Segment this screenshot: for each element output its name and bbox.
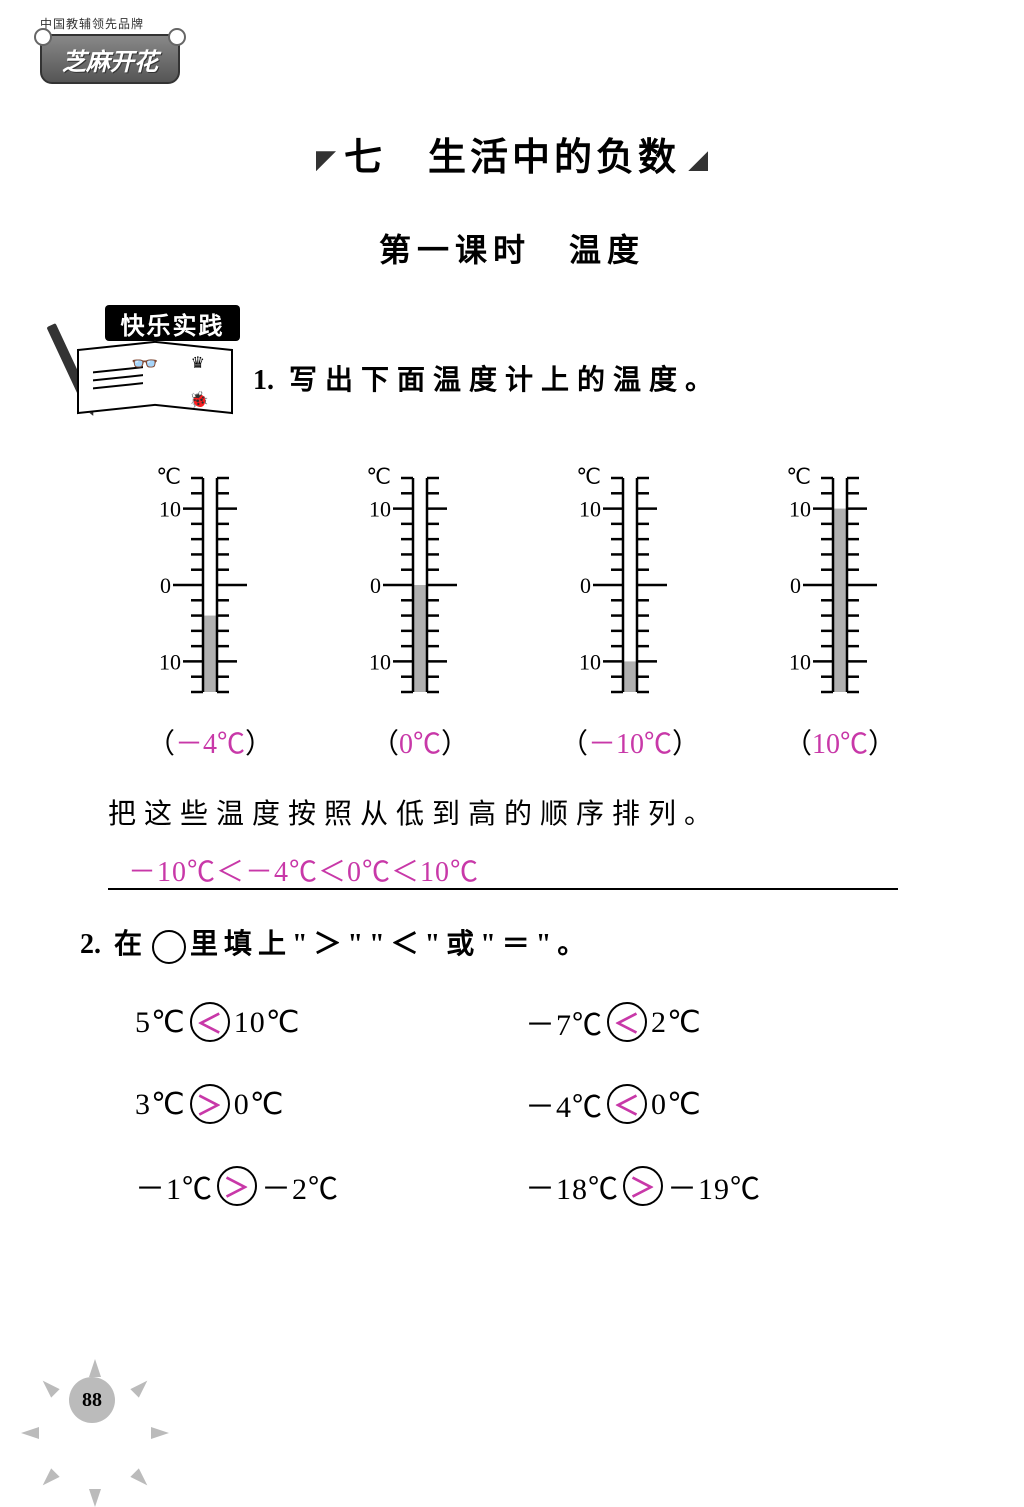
glasses-icon: 👓 [131,351,158,377]
svg-text:10: 10 [369,497,391,522]
thermometer-svg: ℃ 10 0 10 [765,460,915,710]
comparison-item: －18℃＞－19℃ [525,1164,915,1208]
svg-text:10: 10 [159,649,181,674]
svg-text:0: 0 [370,573,381,598]
sun-ray-icon [151,1427,169,1439]
brand-logo: 中国教辅领先品牌 芝麻开花 [40,15,180,84]
comp-right: －2℃ [261,1164,339,1208]
question-1-text: 1. 写出下面温度计上的温度。 [253,358,721,398]
sun-ray-icon [38,1468,59,1489]
comparison-row: 5℃＜10℃－7℃＜2℃ [135,1000,915,1044]
thermometer-answer: （0℃） [371,722,469,762]
thermometer-row: ℃ 10 0 10 （－4℃） ℃ 10 0 10 （0℃） ℃ 10 0 10 （－10℃） ℃ 10 0 10 （… [110,460,940,762]
comp-operator: ＞ [190,1084,230,1124]
thermometer: ℃ 10 0 10 （－4℃） [110,460,310,762]
comp-left: 5℃ [135,1005,186,1040]
comp-left: 3℃ [135,1087,186,1122]
logo-flower-icon [34,28,52,46]
logo-flower-icon [168,28,186,46]
comp-right: －19℃ [667,1164,761,1208]
thermometer: ℃ 10 0 10 （－10℃） [530,460,730,762]
logo-text: 芝麻开花 [62,42,158,77]
comp-left: －1℃ [135,1164,213,1208]
answer-underline [108,888,898,890]
section-badge: 快乐实践 👓 ♛ 🐞 [75,305,250,425]
comparison-item: －4℃＜0℃ [525,1082,915,1126]
thermometer-answer: （－4℃） [147,722,273,762]
comparison-grid: 5℃＜10℃－7℃＜2℃3℃＞0℃－4℃＜0℃－1℃＞－2℃－18℃＞－19℃ [135,1000,915,1246]
comp-left: －7℃ [525,1000,603,1044]
comp-operator: ＜ [607,1084,647,1124]
svg-text:℃: ℃ [786,464,811,489]
sun-ray-icon [130,1376,151,1397]
section-banner: 快乐实践 [105,305,240,341]
comp-operator: ＞ [217,1166,257,1206]
q1-sort-instruction: 把这些温度按照从低到高的顺序排列。 [108,792,720,832]
comp-left: －18℃ [525,1164,619,1208]
lesson-title: 第一课时 温度 [0,225,1024,271]
svg-text:10: 10 [579,649,601,674]
book-icon: 👓 ♛ 🐞 [75,339,235,414]
sun-ray-icon [21,1427,39,1439]
q2-prefix: 在 [114,929,148,960]
question-2-text: 2. 在 里填上"＞""＜"或"＝"。 [80,922,591,964]
q1-prompt: 写出下面温度计上的温度。 [289,365,721,396]
svg-text:10: 10 [369,649,391,674]
blank-circle-icon [152,930,186,964]
sun-ray-icon [130,1468,151,1489]
q1-number: 1. [253,365,274,396]
sun-ray-icon [89,1489,101,1507]
thermometer: ℃ 10 0 10 （10℃） [740,460,940,762]
logo-badge: 芝麻开花 [40,34,180,84]
svg-text:℃: ℃ [576,464,601,489]
sun-ray-icon [89,1359,101,1377]
svg-text:10: 10 [579,497,601,522]
comp-left: －4℃ [525,1082,603,1126]
svg-text:℃: ℃ [366,464,391,489]
svg-text:10: 10 [789,649,811,674]
page-number: 88 [69,1377,115,1423]
svg-text:℃: ℃ [156,464,181,489]
comp-right: 10℃ [234,1005,301,1040]
q2-number: 2. [80,929,101,960]
comp-right: 0℃ [651,1087,702,1122]
comp-right: 0℃ [234,1087,285,1122]
thermometer-answer: （10℃） [784,722,896,762]
thermometer-svg: ℃ 10 0 10 [135,460,285,710]
page-number-badge: 88 [55,1363,130,1438]
logo-subtitle: 中国教辅领先品牌 [40,15,180,32]
comp-operator: ＜ [190,1002,230,1042]
svg-text:0: 0 [580,573,591,598]
comp-operator: ＜ [607,1002,647,1042]
comparison-item: 5℃＜10℃ [135,1000,525,1044]
comparison-item: 3℃＞0℃ [135,1082,525,1126]
svg-text:10: 10 [789,497,811,522]
svg-text:0: 0 [160,573,171,598]
comp-operator: ＞ [623,1166,663,1206]
thermometer-answer: （－10℃） [560,722,700,762]
bug-icon: 🐞 [189,390,209,410]
crown-icon: ♛ [191,353,205,373]
q1-sort-answer: －10℃＜－4℃＜0℃＜10℃ [128,850,479,890]
thermometer-svg: ℃ 10 0 10 [555,460,705,710]
comparison-item: －7℃＜2℃ [525,1000,915,1044]
comparison-row: －1℃＞－2℃－18℃＞－19℃ [135,1164,915,1208]
q2-suffix: 里填上"＞""＜"或"＝"。 [190,929,591,960]
comp-right: 2℃ [651,1005,702,1040]
thermometer-svg: ℃ 10 0 10 [345,460,495,710]
chapter-title: 七 生活中的负数 [0,126,1024,181]
sun-ray-icon [38,1376,59,1397]
svg-text:10: 10 [159,497,181,522]
comparison-item: －1℃＞－2℃ [135,1164,525,1208]
comparison-row: 3℃＞0℃－4℃＜0℃ [135,1082,915,1126]
svg-text:0: 0 [790,573,801,598]
thermometer: ℃ 10 0 10 （0℃） [320,460,520,762]
